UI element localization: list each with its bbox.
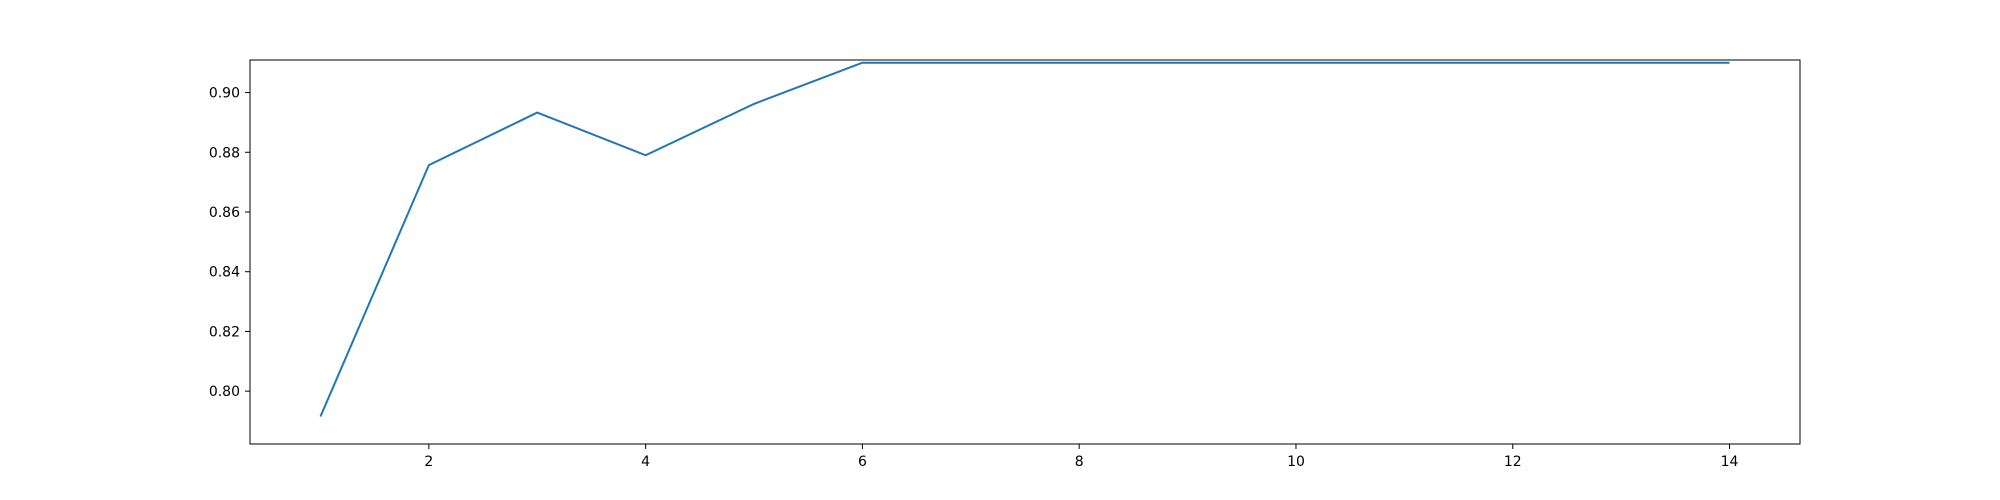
data-point xyxy=(969,61,973,65)
data-point xyxy=(1402,61,1406,65)
data-point xyxy=(535,111,539,115)
axes-frame xyxy=(249,59,1801,445)
y-tick-label: 0.84 xyxy=(209,265,240,281)
y-tick-label: 0.80 xyxy=(209,384,240,400)
data-point xyxy=(644,153,648,157)
data-point xyxy=(1294,61,1298,65)
x-tick-label: 10 xyxy=(1287,454,1305,470)
data-point xyxy=(427,163,431,167)
data-point xyxy=(752,102,756,106)
plot-area: 2 4 6 8 10 12 14 0.80 0.82 0.84 0.86 0.88 0.90 xyxy=(209,59,1801,470)
y-tick-label: 0.88 xyxy=(209,145,240,161)
data-point xyxy=(1511,61,1515,65)
data-point xyxy=(318,415,322,419)
x-tick-label: 12 xyxy=(1504,454,1522,470)
y-tick-label: 0.90 xyxy=(209,86,240,102)
x-tick-label: 6 xyxy=(858,454,867,470)
x-tick-label: 8 xyxy=(1075,454,1084,470)
series-line xyxy=(319,61,1730,417)
x-tick-label: 2 xyxy=(424,454,433,470)
data-point xyxy=(860,61,864,65)
data-point xyxy=(1728,61,1732,65)
y-tick-label: 0.86 xyxy=(209,205,240,221)
y-tick-label: 0.82 xyxy=(209,324,240,340)
data-point xyxy=(1077,61,1081,65)
data-point xyxy=(1186,61,1190,65)
data-point xyxy=(1619,61,1623,65)
x-tick-label: 4 xyxy=(641,454,650,470)
x-tick-label: 14 xyxy=(1721,454,1739,470)
